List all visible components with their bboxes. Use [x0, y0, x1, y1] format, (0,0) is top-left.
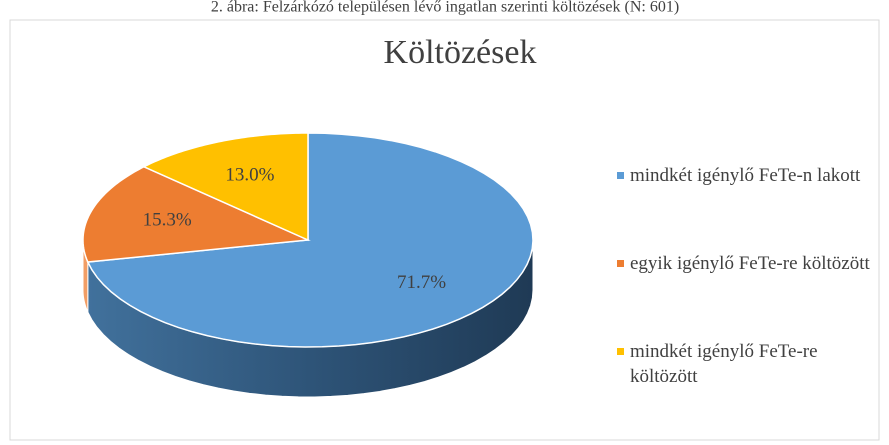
legend-swatch [617, 172, 624, 179]
chart-title: Költözések [384, 34, 537, 71]
legend-swatch [617, 348, 624, 355]
data-label: 71.7% [397, 272, 446, 293]
caption: 2. ábra: Felzárkózó településen lévő ing… [211, 0, 679, 16]
legend-label: mindkét igénylő FeTe-re költözött [630, 341, 818, 387]
slice [82, 165, 311, 263]
legend-label: egyik igénylő FeTe-re költözött [630, 253, 870, 274]
data-label: 15.3% [143, 210, 192, 231]
slice [142, 132, 309, 242]
data-label: 13.0% [225, 165, 274, 186]
legend-swatch [617, 260, 624, 267]
legend-label: mindkét igénylő FeTe-n lakott [630, 165, 861, 186]
slice [86, 132, 534, 348]
